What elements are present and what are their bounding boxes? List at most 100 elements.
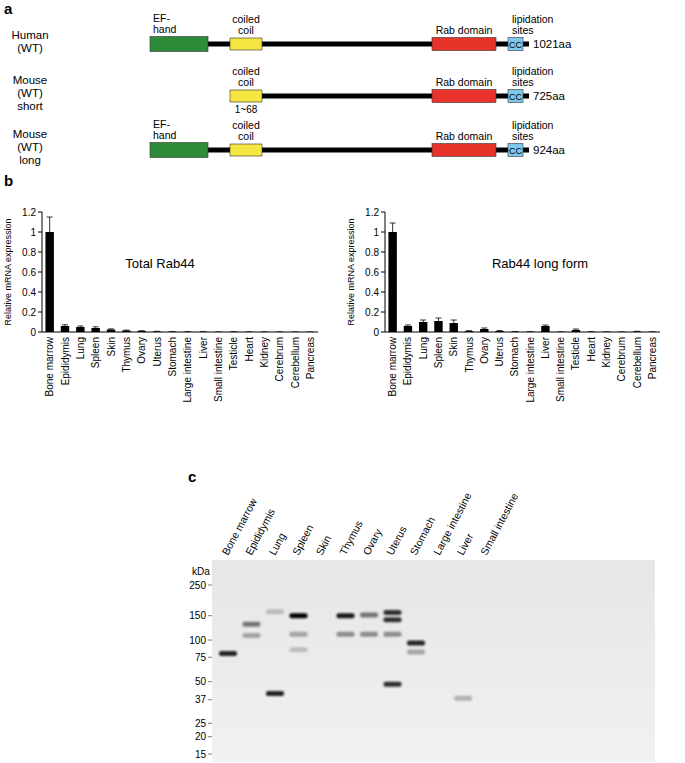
error-bar: [231, 331, 237, 332]
x-tick-label: Cerebellum: [290, 337, 301, 388]
bar: [618, 331, 626, 332]
bar: [260, 331, 268, 332]
marker-label: 37: [195, 694, 207, 705]
marker-label: 250: [189, 580, 206, 591]
species-label: (WT): [17, 87, 43, 99]
domain-box: [508, 90, 523, 103]
chart-title: Total Rab44: [125, 256, 194, 271]
domain-label: Rab domain: [436, 24, 493, 36]
x-tick-label: Uterus: [152, 337, 163, 366]
error-bar: [169, 331, 175, 332]
bar: [602, 331, 610, 332]
bar: [122, 331, 130, 333]
domain-box: [432, 38, 496, 51]
x-tick-label: Pancreas: [647, 337, 658, 379]
x-tick-label: Cerebrum: [274, 337, 285, 381]
bar: [404, 326, 412, 332]
unit-label: kDa: [192, 566, 210, 577]
y-tick-label: 0.4: [365, 287, 379, 298]
error-cap: [277, 331, 283, 332]
band: [337, 632, 355, 637]
bar: [526, 331, 534, 332]
marker-tick: [208, 681, 212, 682]
x-tick-label: Ovary: [479, 337, 490, 364]
length-label: 725aa: [533, 90, 566, 102]
bar: [107, 330, 115, 333]
x-tick-label: Bone marrow: [44, 336, 55, 396]
error-bar: [451, 320, 457, 326]
error-cap: [481, 328, 487, 329]
error-bar: [634, 331, 640, 332]
error-bar: [292, 331, 298, 332]
species-label: long: [19, 154, 41, 166]
bar: [76, 327, 84, 332]
bars: [45, 217, 314, 332]
marker-label: 20: [195, 731, 207, 742]
bands: [219, 609, 472, 700]
marker-tick: [208, 657, 212, 658]
y-tick-label: 0.6: [22, 267, 36, 278]
error-line: [392, 223, 393, 241]
bar: [214, 331, 222, 332]
bar: [153, 331, 161, 332]
error-cap: [405, 325, 411, 326]
domain-box: [150, 143, 208, 158]
band: [407, 649, 425, 654]
bar: [275, 331, 283, 332]
marker-label: 150: [189, 610, 206, 621]
domain-box: [508, 144, 523, 157]
error-bar: [542, 325, 548, 327]
error-bar: [481, 328, 487, 330]
x-tick-label: Testicle: [570, 337, 581, 371]
marker-label: 50: [195, 676, 207, 687]
length-label: 924aa: [533, 144, 566, 156]
bar-chart: Total Rab44 Relative mRNA expression 0 0.2 0…: [3, 207, 318, 403]
error-cap: [246, 331, 252, 332]
marker-tick: [208, 723, 212, 724]
bar: [648, 331, 656, 332]
error-bar: [466, 330, 472, 332]
error-cap: [200, 331, 206, 332]
x-tick-label: Heart: [586, 337, 597, 362]
protein-row: Human(WT)EF-handcoiledcoilRab domainlipi…: [11, 12, 572, 54]
x-tick-label: Cerebellum: [632, 337, 643, 388]
domain-box: [432, 144, 496, 157]
y-tick: [381, 292, 385, 293]
error-bar: [246, 331, 252, 332]
y-tick: [38, 272, 42, 273]
species-label: Mouse: [13, 74, 48, 86]
error-cap: [451, 320, 457, 321]
x-tick-label: Small intestine: [213, 337, 224, 402]
error-bar: [47, 217, 53, 247]
y-tick: [381, 332, 385, 333]
error-cap: [108, 328, 114, 329]
domain-label: sites: [512, 130, 534, 142]
error-cap: [154, 331, 160, 332]
x-tick-label: Large intestine: [182, 337, 193, 403]
error-bar: [558, 331, 564, 332]
error-bar: [390, 223, 396, 241]
error-bar: [619, 331, 625, 332]
y-tick: [381, 312, 385, 313]
y-tick-label: 0.2: [22, 307, 36, 318]
y-tick: [38, 252, 42, 253]
marker-label: 25: [195, 718, 207, 729]
error-cap: [169, 331, 175, 332]
marker-label: 15: [195, 749, 207, 760]
band: [337, 613, 355, 618]
y-axis-label: Relative mRNA expression: [3, 218, 13, 325]
figure: aHuman(WT)EF-handcoiledcoilRab domainlip…: [0, 0, 685, 763]
error-cap: [420, 320, 426, 321]
y-tick-label: 0: [30, 327, 36, 338]
lane-label: Spleen: [290, 522, 316, 557]
bar: [168, 331, 176, 332]
error-cap: [619, 331, 625, 332]
domain-box: [150, 37, 208, 52]
error-cap: [497, 330, 503, 331]
length-label: 1021aa: [533, 38, 572, 50]
error-line: [438, 318, 439, 324]
error-cap: [588, 331, 594, 332]
bar: [556, 331, 564, 332]
x-tick-label: Spleen: [90, 337, 101, 368]
y-tick: [38, 312, 42, 313]
